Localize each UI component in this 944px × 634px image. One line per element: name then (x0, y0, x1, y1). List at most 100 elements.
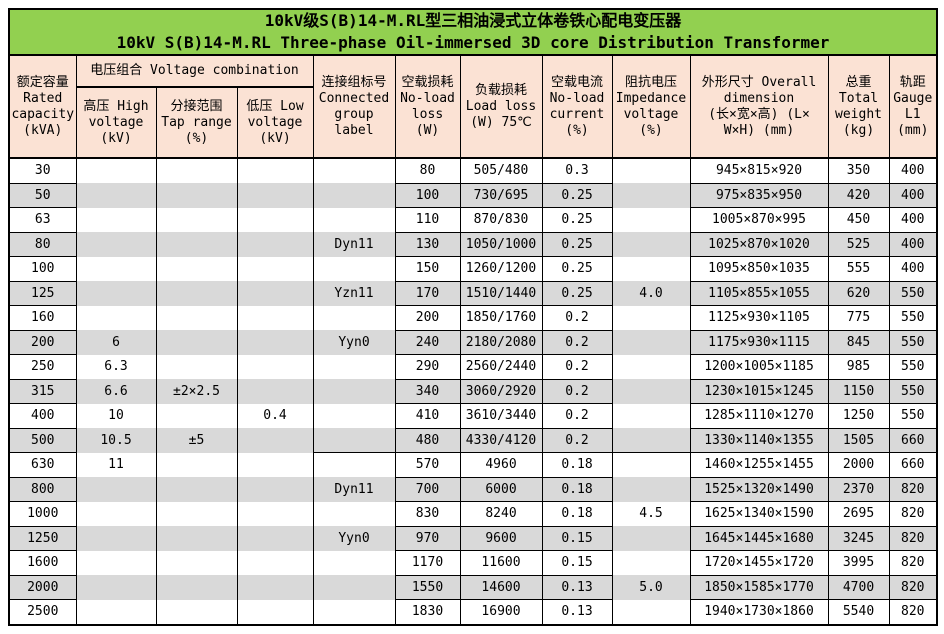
high-voltage-cell: 6.6 (75, 379, 157, 404)
tap-range-cell (155, 281, 238, 306)
total-weight-cell: 985 (827, 354, 890, 380)
table-row: 50 100 730/695 0.25 975×835×950 420 400 (8, 182, 938, 208)
rated-capacity-cell: 160 (8, 305, 77, 331)
load-loss-cell: 4330/4120 (459, 427, 543, 453)
impedance-voltage-cell: 4.5 (611, 501, 691, 526)
load-loss-cell: 16900 (459, 599, 543, 625)
low-voltage-cell (236, 305, 314, 330)
no-load-current-cell: 0.2 (541, 427, 613, 453)
no-load-current-cell: 0.2 (541, 403, 613, 429)
col-header-low-voltage: 低压 Low voltage (kV) (236, 86, 314, 159)
gauge-cell: 400 (888, 157, 938, 184)
low-voltage-cell: 0.4 (236, 403, 314, 428)
no-load-current-cell: 0.18 (541, 501, 613, 527)
high-voltage-cell (75, 501, 157, 526)
connected-group-cell (312, 599, 396, 626)
dimension-cell: 1200×1005×1185 (689, 354, 829, 380)
rated-capacity-cell: 1000 (8, 501, 77, 527)
load-loss-cell: 2560/2440 (459, 354, 543, 380)
load-loss-cell: 1510/1440 (459, 280, 543, 306)
table-row: 160 200 1850/1760 0.2 1125×930×1105 775 550 (8, 305, 938, 331)
low-voltage-cell (236, 330, 314, 355)
table-row: 100 150 1260/1200 0.25 1095×850×1035 555 400 (8, 256, 938, 282)
high-voltage-cell: 6 (75, 330, 157, 355)
col-header-high-voltage: 高压 High voltage (kV) (75, 86, 157, 159)
no-load-loss-cell: 570 (394, 452, 461, 478)
table-row: 2500 1830 16900 0.13 1940×1730×1860 5540 820 (8, 599, 938, 626)
connected-group-cell (312, 575, 396, 600)
load-loss-cell: 6000 (459, 476, 543, 502)
low-voltage-cell (236, 599, 314, 626)
table-row: 630 11 570 4960 0.18 1460×1255×1455 2000 660 (8, 452, 938, 478)
load-loss-cell: 1050/1000 (459, 231, 543, 257)
rated-capacity-cell: 250 (8, 354, 77, 380)
tap-range-cell (155, 403, 238, 428)
gauge-cell: 400 (888, 207, 938, 233)
no-load-current-cell: 0.2 (541, 329, 613, 355)
high-voltage-cell: 11 (75, 452, 157, 477)
impedance-voltage-cell (611, 354, 691, 379)
gauge-cell: 820 (888, 574, 938, 600)
impedance-voltage-cell (611, 183, 691, 208)
connected-group-cell (312, 354, 396, 379)
rated-capacity-cell: 63 (8, 207, 77, 233)
dimension-cell: 1105×855×1055 (689, 280, 829, 306)
high-voltage-cell (75, 256, 157, 281)
total-weight-cell: 1505 (827, 427, 890, 453)
load-loss-cell: 730/695 (459, 182, 543, 208)
high-voltage-cell: 10 (75, 403, 157, 428)
rated-capacity-cell: 200 (8, 329, 77, 355)
gauge-cell: 400 (888, 182, 938, 208)
tap-range-cell (155, 599, 238, 626)
load-loss-cell: 9600 (459, 525, 543, 551)
total-weight-cell: 1250 (827, 403, 890, 429)
rated-capacity-cell: 2000 (8, 574, 77, 600)
total-weight-cell: 525 (827, 231, 890, 257)
tap-range-cell (155, 183, 238, 208)
table-header: 10kV级S(B)14-M.RL型三相油浸式立体卷铁心配电变压器 10kV S(… (8, 8, 938, 159)
high-voltage-cell (75, 599, 157, 626)
total-weight-cell: 4700 (827, 574, 890, 600)
rated-capacity-cell: 1600 (8, 550, 77, 576)
tap-range-cell (155, 256, 238, 281)
dimension-cell: 1850×1585×1770 (689, 574, 829, 600)
dimension-cell: 1460×1255×1455 (689, 452, 829, 478)
impedance-voltage-cell: 4.0 (611, 281, 691, 306)
dimension-cell: 945×815×920 (689, 157, 829, 184)
low-voltage-cell (236, 183, 314, 208)
no-load-loss-cell: 830 (394, 501, 461, 527)
tap-range-cell (155, 157, 238, 183)
no-load-loss-cell: 200 (394, 305, 461, 331)
no-load-current-cell: 0.25 (541, 280, 613, 306)
connected-group-cell: Dyn11 (312, 232, 396, 257)
load-loss-cell: 3060/2920 (459, 378, 543, 404)
gauge-cell: 550 (888, 354, 938, 380)
rated-capacity-cell: 80 (8, 231, 77, 257)
total-weight-cell: 2000 (827, 452, 890, 478)
rated-capacity-cell: 315 (8, 378, 77, 404)
total-weight-cell: 1150 (827, 378, 890, 404)
total-weight-cell: 350 (827, 157, 890, 184)
gauge-cell: 660 (888, 427, 938, 453)
total-weight-cell: 845 (827, 329, 890, 355)
col-header-impedance-voltage: 阻抗电压 Impedance voltage (%) (611, 54, 691, 159)
connected-group-cell (312, 207, 396, 232)
dimension-cell: 1625×1340×1590 (689, 501, 829, 527)
no-load-current-cell: 0.2 (541, 378, 613, 404)
table-row: 80 Dyn11 130 1050/1000 0.25 1025×870×1020 525 4… (8, 231, 938, 257)
gauge-cell: 550 (888, 378, 938, 404)
dimension-cell: 975×835×950 (689, 182, 829, 208)
connected-group-cell (312, 305, 396, 330)
impedance-voltage-cell (611, 550, 691, 575)
low-voltage-cell (236, 477, 314, 502)
no-load-current-cell: 0.25 (541, 182, 613, 208)
no-load-current-cell: 0.3 (541, 157, 613, 184)
total-weight-cell: 3995 (827, 550, 890, 576)
no-load-current-cell: 0.25 (541, 256, 613, 282)
table-title-en: 10kV S(B)14-M.RL Three-phase Oil-immerse… (116, 33, 830, 52)
no-load-current-cell: 0.18 (541, 476, 613, 502)
low-voltage-cell (236, 501, 314, 526)
connected-group-cell (312, 157, 396, 183)
connected-group-cell: Yzn11 (312, 281, 396, 306)
low-voltage-cell (236, 526, 314, 551)
